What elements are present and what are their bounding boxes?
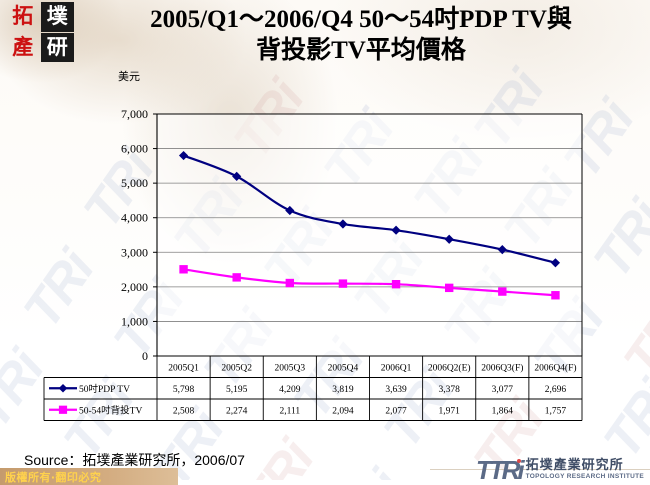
data-point-marker (497, 245, 507, 255)
tri-mark-text: TTRi (475, 455, 525, 485)
logo-char-1: 拓 (12, 4, 34, 29)
data-point-marker (285, 278, 295, 288)
table-header-cell: 2005Q4 (328, 364, 359, 374)
y-axis-tick-label: 0 (142, 349, 148, 363)
table-value-cell: 2,094 (332, 407, 354, 417)
data-table: 2005Q1 2005Q2 2005Q3 2005Q4 2006Q1 2006Q2(E) 2… (43, 355, 583, 421)
legend-series-label: 50-54吋背投TV (79, 404, 142, 416)
table-header-cell: 2006Q3(F) (481, 363, 523, 374)
tri-brand-en: TOPOLOGY RESEARCH INSTITUTE (525, 473, 644, 481)
table-value-cell: 1,757 (545, 407, 567, 417)
footer-divider (430, 469, 650, 485)
series-1 (178, 150, 561, 268)
data-point-marker (391, 225, 401, 235)
series-line (183, 154, 556, 264)
plot-background (157, 114, 582, 356)
table-value-cell: 5,195 (226, 385, 248, 395)
logo-char-4: 研 (40, 32, 74, 62)
data-point-marker (232, 273, 241, 282)
table-value-cell: 3,378 (439, 385, 461, 395)
source-note: Source：拓墣產業研究所，2006/07 (24, 452, 245, 468)
watermark-text: TRi (232, 431, 325, 480)
line-chart: 0 1,000 2,000 3,000 4,000 5,000 6,000 7,000 2005… (43, 107, 583, 421)
y-axis-tick-label: 7,000 (121, 107, 148, 121)
data-point-marker (444, 283, 454, 293)
table-value-cell: 2,696 (545, 385, 567, 395)
table-header-cell: 2005Q2 (221, 364, 252, 374)
tri-brand-cn: 拓墣產業研究所 (525, 458, 624, 474)
logo-char-3: 產 (12, 34, 34, 59)
legend-series-label: 50吋PDP TV (79, 384, 130, 395)
y-axis-tick-label: 2,000 (121, 280, 148, 294)
tri-brand-logo: TTRi 拓墣產業研究所 TOPOLOGY RESEARCH INSTITUTE (475, 455, 644, 485)
copyright-text: 版權所有‧翻印必究 (5, 471, 102, 484)
tri-dot-icon (516, 459, 521, 463)
copyright-bar: 版權所有‧翻印必究 (0, 468, 178, 485)
data-point-marker (338, 219, 348, 229)
tri-corner-logo: 拓 墣 產 研 (6, 2, 74, 62)
table-header-cell: 2005Q1 (168, 364, 199, 374)
data-point-marker (498, 287, 507, 296)
y-axis-tick-label: 6,000 (121, 142, 148, 156)
page-title-line-2: 背投影TV平均價格 (256, 37, 466, 64)
data-point-marker (232, 171, 242, 182)
table-value-cell: 1,864 (492, 407, 514, 417)
logo-char-2: 墣 (40, 2, 74, 32)
legend-marker-icon (58, 383, 68, 393)
data-point-marker (551, 291, 560, 300)
y-axis-tick-label: 5,000 (121, 176, 148, 190)
y-axis-tick-label: 4,000 (121, 211, 148, 225)
data-point-marker (178, 150, 189, 161)
table-value-cell: 1,971 (439, 407, 461, 417)
table-value-cell: 2,274 (226, 407, 248, 417)
data-point-marker (444, 234, 454, 244)
page-title: 2005/Q1～2006/Q4 50～54吋PDP TV與 背投影TV平均價格 (78, 4, 644, 66)
data-point-marker (285, 205, 295, 216)
legend-marker-icon (58, 405, 68, 414)
page-title-line-1: 2005/Q1～2006/Q4 50～54吋PDP TV與 (150, 6, 572, 33)
series-line (183, 268, 556, 297)
table-value-cell: 2,111 (279, 407, 300, 417)
watermark-text: TRi (322, 461, 416, 480)
data-point-marker (391, 279, 401, 289)
table-value-cell: 5,798 (173, 385, 195, 395)
table-header-cell: 2006Q4(F) (534, 363, 576, 374)
table-value-cell: 2,077 (385, 407, 407, 417)
table-value-cell: 3,819 (332, 385, 354, 395)
table-value-cell: 3,639 (385, 385, 407, 395)
table-header-cell: 2006Q2(E) (428, 363, 471, 374)
series-2 (179, 265, 560, 300)
table-header-cell: 2006Q1 (381, 364, 412, 374)
data-point-marker (338, 279, 348, 288)
data-point-marker (179, 265, 188, 274)
table-header-cell: 2005Q3 (275, 364, 306, 374)
table-value-cell: 2,508 (173, 407, 195, 417)
tri-mark-letters: TTRi (475, 455, 525, 485)
tri-brand-names: 拓墣產業研究所 TOPOLOGY RESEARCH INSTITUTE (526, 459, 644, 481)
y-axis-tick-label: 1,000 (121, 314, 148, 328)
y-axis-unit-label: 美元 (118, 71, 140, 83)
table-value-cell: 4,209 (279, 385, 301, 395)
y-axis-tick-label: 3,000 (121, 245, 148, 259)
data-point-marker (550, 258, 561, 268)
table-value-cell: 3,077 (492, 385, 514, 395)
